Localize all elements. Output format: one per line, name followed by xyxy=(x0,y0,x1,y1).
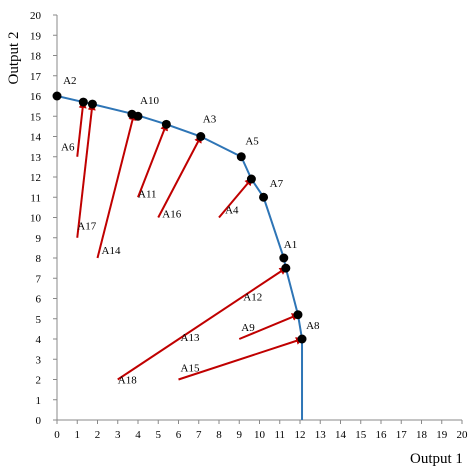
data-point xyxy=(293,310,303,320)
data-point xyxy=(281,263,291,273)
y-tick-label: 13 xyxy=(30,152,42,164)
x-tick-label: 13 xyxy=(315,429,327,441)
y-tick-label: 6 xyxy=(36,294,42,306)
y-tick-label: 12 xyxy=(30,172,41,184)
data-point xyxy=(246,174,256,184)
data-point xyxy=(52,91,62,101)
y-tick-label: 20 xyxy=(30,10,42,22)
point-label: A1 xyxy=(284,239,297,251)
projection-arrow xyxy=(157,134,202,218)
data-point xyxy=(297,334,307,344)
data-point xyxy=(259,192,269,202)
point-label: A10 xyxy=(140,95,159,107)
x-tick-label: 0 xyxy=(54,429,60,441)
x-tick-label: 4 xyxy=(135,429,141,441)
point-label: A3 xyxy=(203,113,217,125)
x-tick-label: 2 xyxy=(95,429,101,441)
x-tick-label: 1 xyxy=(75,429,81,441)
x-tick-label: 8 xyxy=(216,429,222,441)
x-tick-label: 18 xyxy=(416,429,428,441)
x-tick-label: 16 xyxy=(376,429,388,441)
y-tick-label: 2 xyxy=(36,375,42,387)
data-point xyxy=(78,97,88,107)
y-tick-label: 3 xyxy=(36,354,42,366)
x-tick-label: 12 xyxy=(295,429,306,441)
y-tick-label: 10 xyxy=(30,213,42,225)
data-point xyxy=(161,119,171,129)
y-tick-label: 7 xyxy=(36,273,42,285)
point-label: A17 xyxy=(77,221,96,233)
point-label: A4 xyxy=(225,204,239,216)
data-point xyxy=(196,132,206,141)
projection-arrow xyxy=(76,102,96,238)
x-tick-label: 20 xyxy=(457,429,469,441)
data-point xyxy=(133,111,143,121)
data-point xyxy=(279,253,289,263)
projection-arrow xyxy=(117,267,288,381)
point-label: A2 xyxy=(63,75,76,87)
projection-arrow xyxy=(137,122,168,198)
data-point xyxy=(87,99,97,109)
projection-arrow xyxy=(218,177,253,219)
point-label: A8 xyxy=(306,320,320,332)
frontier-line xyxy=(56,95,304,420)
x-tick-label: 14 xyxy=(335,429,347,441)
point-label: A14 xyxy=(102,245,121,257)
x-tick-label: 7 xyxy=(196,429,202,441)
x-tick-label: 3 xyxy=(115,429,121,441)
x-tick-label: 5 xyxy=(156,429,162,441)
point-label: A6 xyxy=(61,142,75,154)
projection-arrow xyxy=(96,112,137,259)
y-tick-label: 15 xyxy=(30,111,42,123)
projection-arrow xyxy=(76,100,87,157)
point-label: A16 xyxy=(162,209,181,221)
data-point xyxy=(236,152,246,162)
x-tick-label: 17 xyxy=(396,429,408,441)
y-tick-label: 8 xyxy=(36,253,42,265)
y-tick-label: 4 xyxy=(36,334,42,346)
y-tick-label: 9 xyxy=(36,233,42,245)
y-tick-label: 19 xyxy=(30,30,42,42)
y-tick-label: 11 xyxy=(30,192,41,204)
y-tick-label: 0 xyxy=(36,415,42,427)
y-tick-label: 14 xyxy=(30,132,42,144)
projection-arrow xyxy=(178,337,304,381)
point-label: A13 xyxy=(181,332,200,344)
y-tick-label: 1 xyxy=(36,395,42,407)
x-tick-label: 19 xyxy=(436,429,448,441)
projection-arrow xyxy=(238,313,300,340)
x-tick-label: 9 xyxy=(237,429,243,441)
point-label: A11 xyxy=(138,188,157,200)
y-tick-label: 5 xyxy=(36,314,42,326)
point-label: A15 xyxy=(181,362,200,374)
point-label: A12 xyxy=(243,292,262,304)
y-axis-title: Output 2 xyxy=(6,31,22,85)
y-tick-label: 17 xyxy=(30,71,42,83)
x-tick-label: 11 xyxy=(274,429,285,441)
x-tick-label: 6 xyxy=(176,429,182,441)
x-tick-label: 10 xyxy=(254,429,266,441)
point-label: A18 xyxy=(118,375,137,387)
y-tick-label: 16 xyxy=(30,91,42,103)
x-axis-title: Output 1 xyxy=(410,451,463,467)
point-label: A5 xyxy=(245,136,259,148)
x-tick-label: 15 xyxy=(355,429,367,441)
point-label: A7 xyxy=(270,178,284,190)
y-tick-label: 18 xyxy=(30,51,42,63)
point-label: A9 xyxy=(241,322,255,334)
